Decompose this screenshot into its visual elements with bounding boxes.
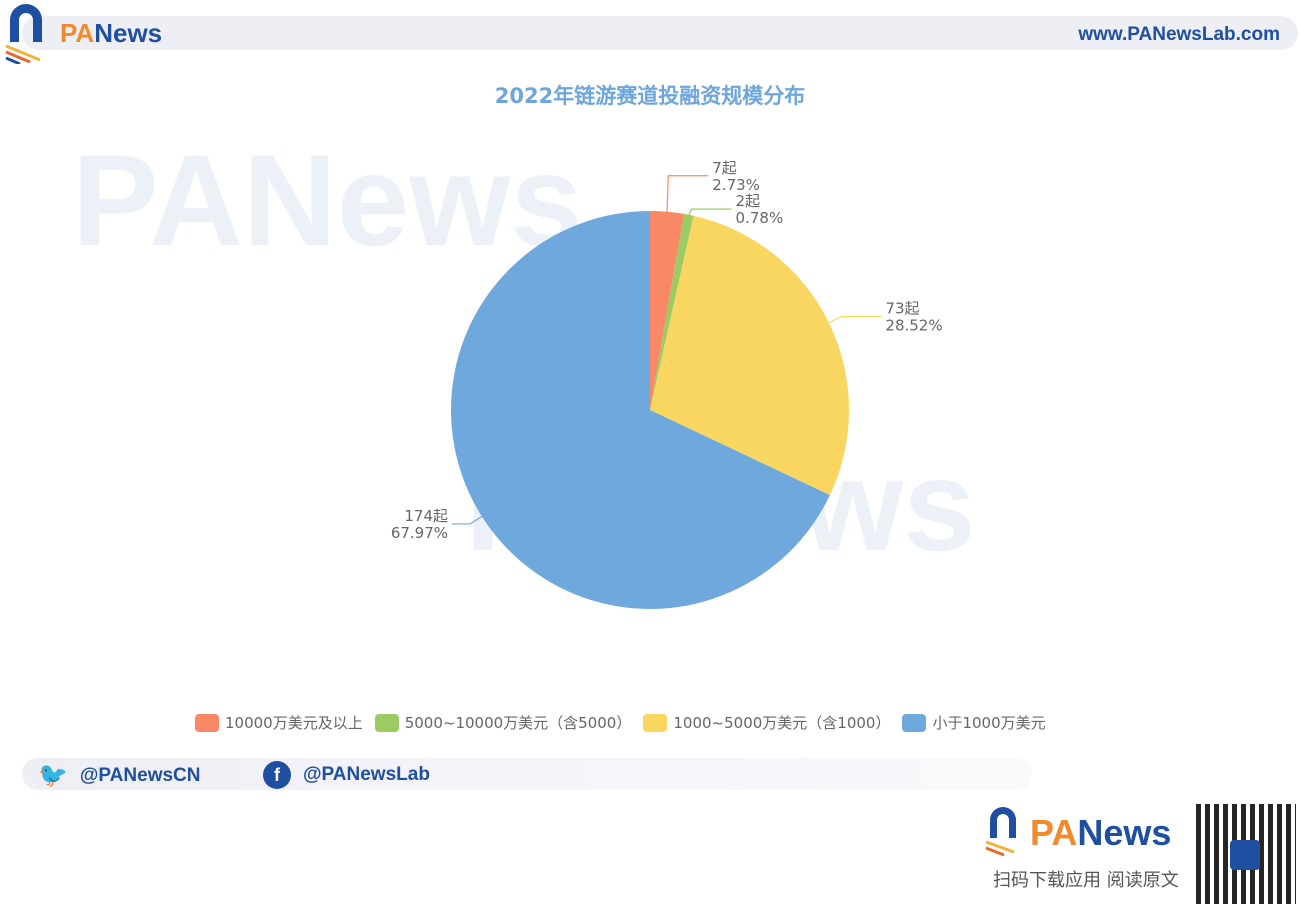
facebook-handle[interactable]: f @PANewsLab <box>263 761 430 789</box>
legend-label: 1000~5000万美元（含1000） <box>673 714 891 732</box>
brand-logo: PANews <box>60 18 163 48</box>
legend-swatch <box>374 713 399 732</box>
legend-label: 5000~10000万美元（含5000） <box>404 714 632 732</box>
facebook-text: @PANewsLab <box>303 764 430 785</box>
twitter-handle[interactable]: 🐦 @PANewsCN <box>38 761 200 790</box>
percent-label: 2.73% <box>712 176 760 194</box>
percent-label: 28.52% <box>885 317 942 335</box>
legend-swatch <box>902 713 927 732</box>
panews-logo-icon <box>5 4 42 64</box>
legend-item[interactable]: 小于1000万美元 <box>902 712 1046 733</box>
value-label: 174起 <box>404 507 448 525</box>
leader-line <box>666 175 709 212</box>
footer-brand: PANews <box>1030 812 1172 853</box>
pie-slice[interactable] <box>650 213 694 410</box>
value-label: 2起 <box>736 192 761 210</box>
legend: 10000万美元及以上 5000~10000万美元（含5000） 1000~50… <box>195 712 1046 733</box>
facebook-icon: f <box>263 761 291 789</box>
leader-line <box>688 208 732 216</box>
chart-title: 2022年链游赛道投融资规模分布 <box>494 84 806 108</box>
leader-line <box>828 315 882 324</box>
legend-item[interactable]: 1000~5000万美元（含1000） <box>643 712 890 733</box>
legend-item[interactable]: 5000~10000万美元（含5000） <box>374 712 632 733</box>
pie-slice[interactable] <box>650 211 685 410</box>
legend-swatch <box>643 713 668 732</box>
watermark: PANews <box>72 127 583 273</box>
legend-label: 10000万美元及以上 <box>225 714 363 732</box>
panews-logo-icon <box>985 807 1016 857</box>
legend-item[interactable]: 10000万美元及以上 <box>195 712 363 733</box>
percent-label: 67.97% <box>391 524 448 542</box>
value-label: 7起 <box>712 159 737 177</box>
legend-swatch <box>195 713 219 732</box>
twitter-text: @PANewsCN <box>79 764 201 786</box>
social-bar <box>22 758 1032 790</box>
site-url[interactable]: www.PANewsLab.com <box>1078 24 1280 45</box>
value-label: 73起 <box>885 300 919 318</box>
pie-slice[interactable] <box>450 211 830 609</box>
twitter-icon: 🐦 <box>38 762 68 789</box>
qr-logo-icon <box>1230 840 1260 870</box>
footer-tagline: 扫码下载应用 阅读原文 <box>993 870 1179 891</box>
legend-label: 小于1000万美元 <box>932 714 1046 732</box>
percent-label: 0.78% <box>736 209 784 227</box>
header-bar <box>22 16 1298 50</box>
leader-line <box>452 515 483 525</box>
pie-slice[interactable] <box>650 215 849 496</box>
